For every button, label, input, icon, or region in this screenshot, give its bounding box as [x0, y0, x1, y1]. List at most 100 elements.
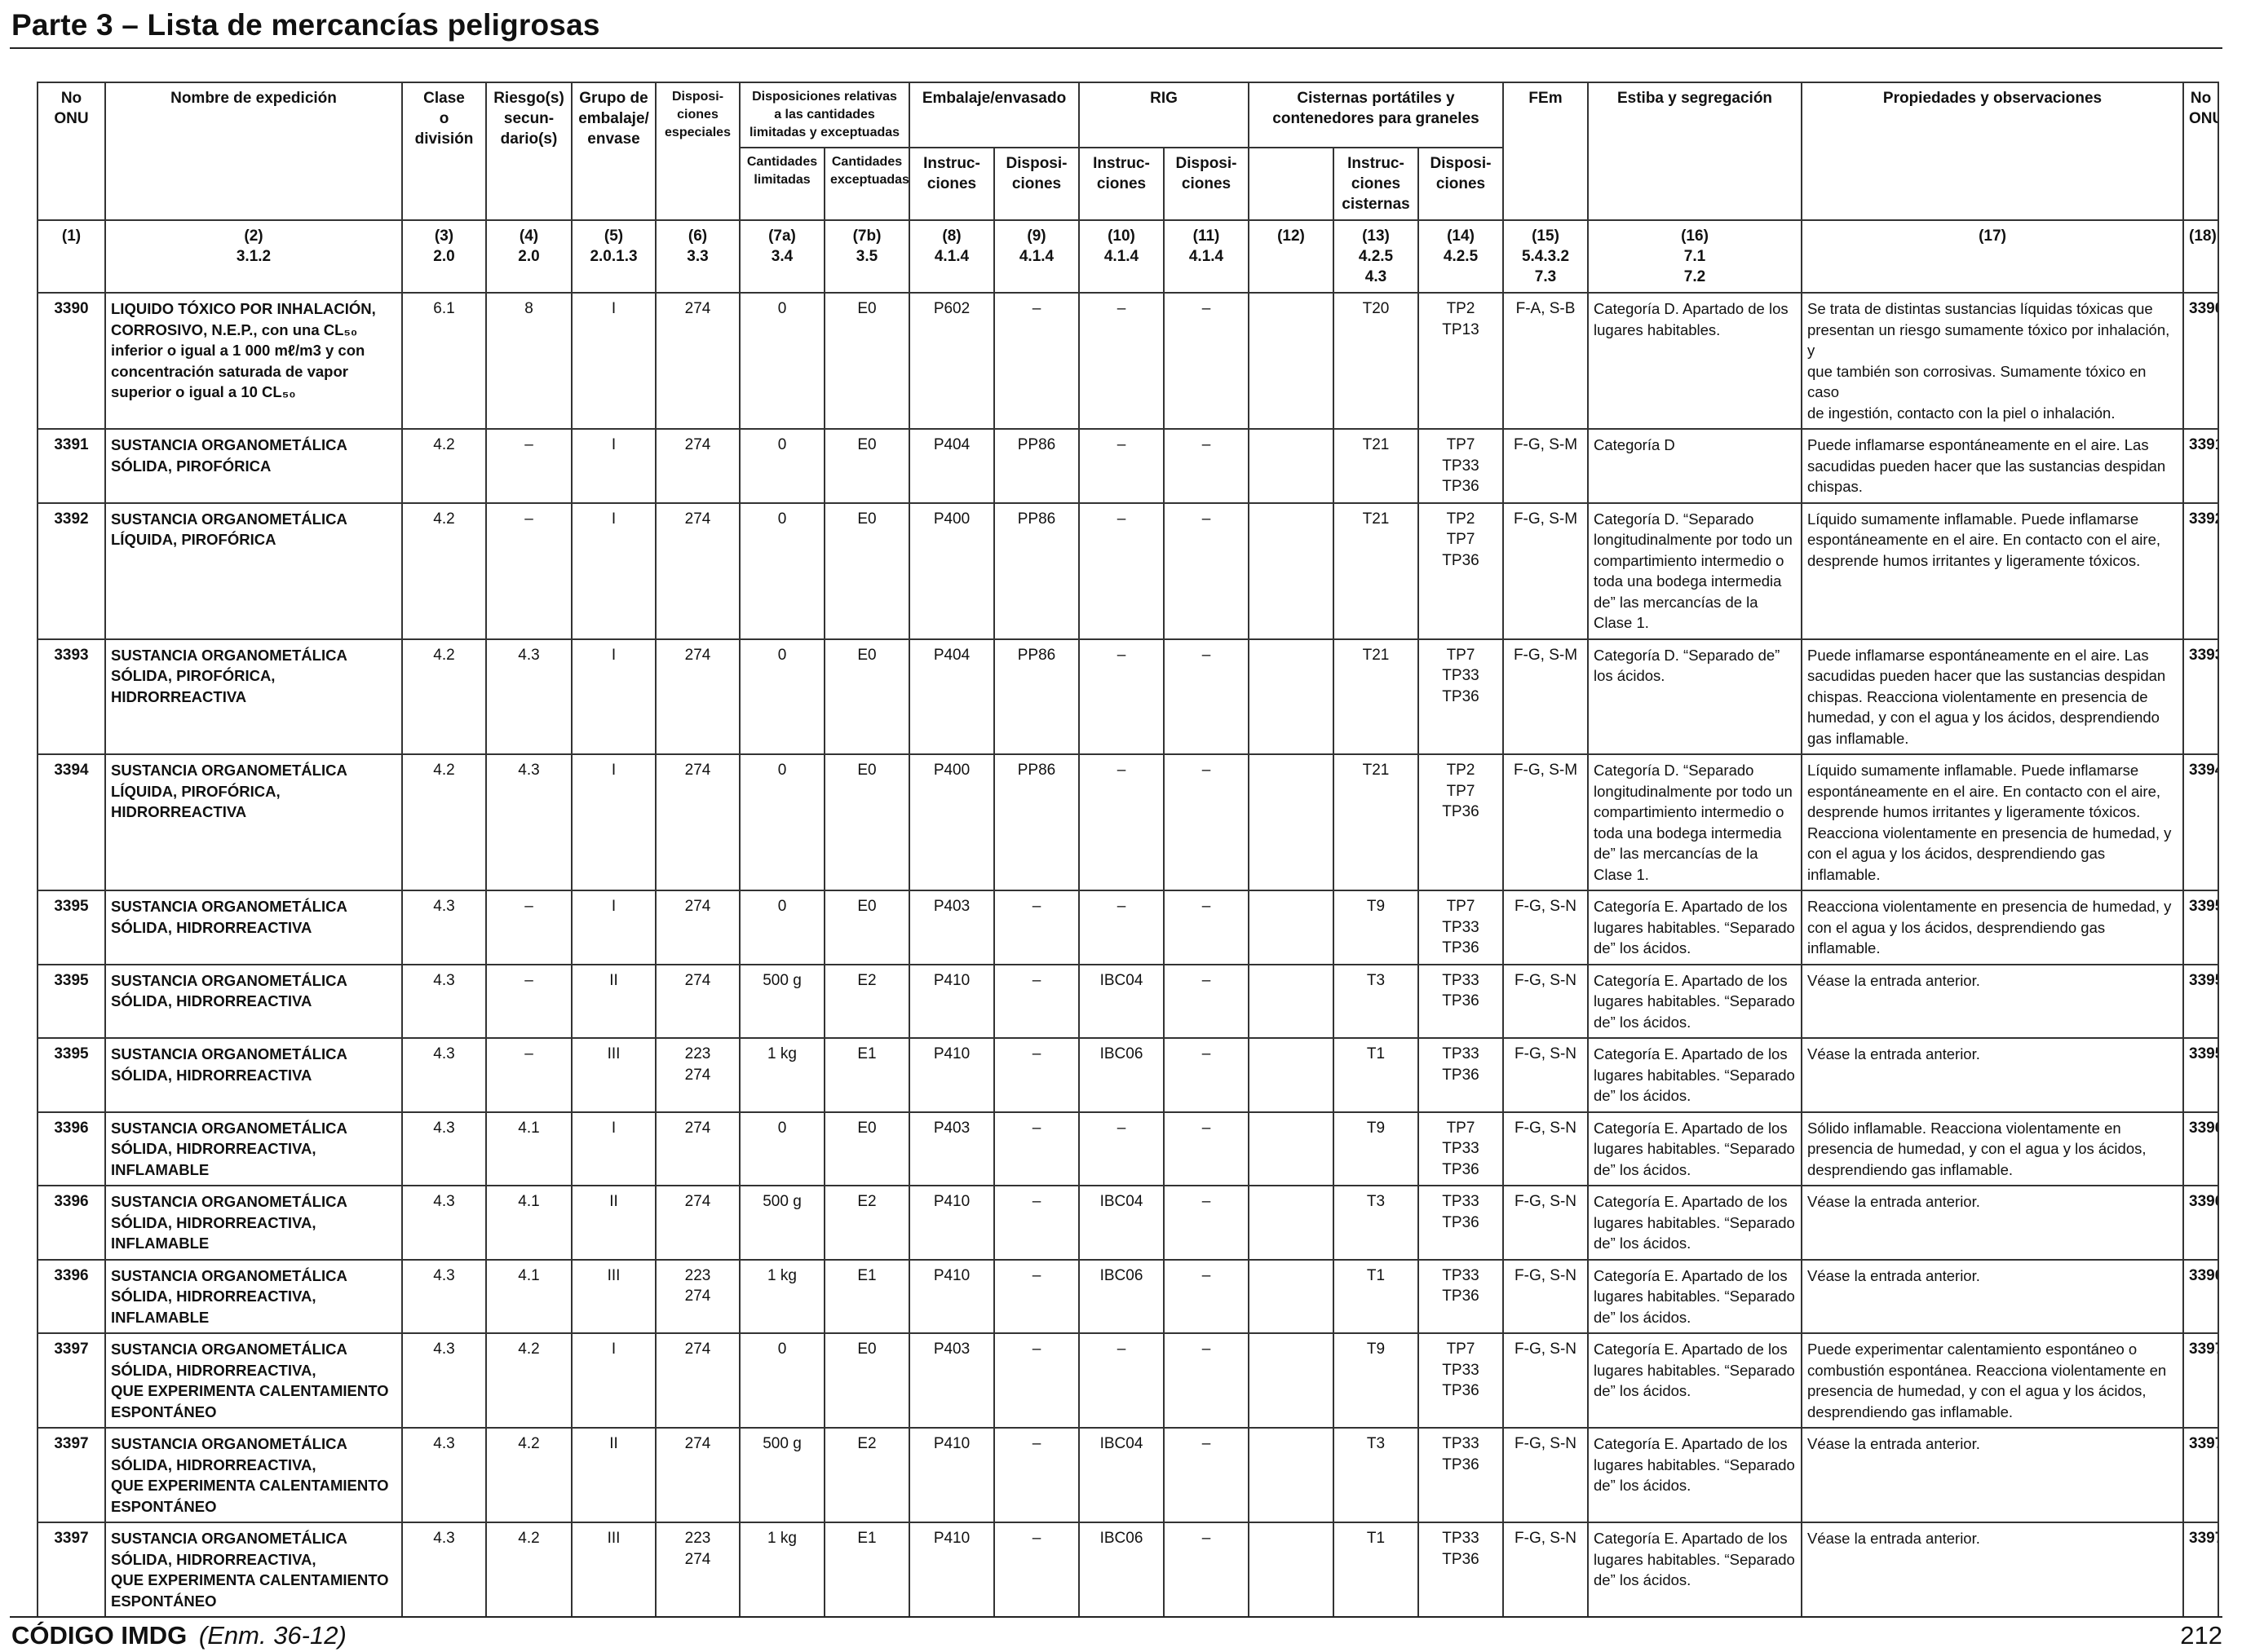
cell-properties: Véase la entrada anterior.: [1801, 1522, 2185, 1618]
cell-subsidiary-risk: 4.3: [485, 753, 573, 891]
cell-special-provisions: 274: [655, 1332, 741, 1429]
cell-limited-quantity: 0: [739, 638, 825, 755]
col-header-tank-instructions: Instruc- ciones cisternas: [1333, 147, 1419, 221]
cell-excepted-quantity: E0: [824, 501, 910, 640]
cell-tank-instruction: T21: [1333, 428, 1419, 504]
cell-special-provisions: 274: [655, 292, 741, 430]
cell-stowage: Categoría E. Apartado de los lugares hab…: [1587, 890, 1803, 965]
col-header-packing-provisions: Disposi- ciones: [993, 147, 1080, 221]
footer-publication: CÓDIGO IMDG (Enm. 36-12): [11, 1621, 347, 1650]
cell-properties: Puede experimentar calentamiento espontá…: [1801, 1332, 2185, 1429]
cell-ems: F-G, S-N: [1502, 1332, 1590, 1429]
cell-ibc-provision: –: [1163, 1111, 1249, 1186]
cell-class: 6.1: [401, 292, 487, 430]
col-number: (14) 4.2.5: [1417, 219, 1505, 294]
cell-stowage: Categoría D. “Separado longitudinalmente…: [1587, 501, 1803, 640]
cell-properties: Sólido inflamable. Reacciona violentamen…: [1801, 1111, 2185, 1186]
cell-packing-provision: PP86: [993, 753, 1080, 891]
cell-tank-provision: TP7 TP33 TP36: [1417, 638, 1505, 755]
table-row: 3397 SUSTANCIA ORGANOMETÁLICA SÓLIDA, HID…: [37, 1332, 2220, 1429]
cell-limited-quantity: 500 g: [739, 963, 825, 1039]
col-number: (9) 4.1.4: [993, 219, 1080, 294]
cell-un-number: 3392: [37, 501, 106, 640]
cell-un-number: 3397: [37, 1522, 106, 1618]
cell-packing-instruction: P410: [909, 963, 995, 1039]
cell-tank-instruction: T3: [1333, 1427, 1419, 1523]
cell-limited-quantity: 1 kg: [739, 1258, 825, 1334]
cell-ibc-instruction: IBC04: [1078, 1185, 1165, 1261]
cell-subsidiary-risk: 4.1: [485, 1111, 573, 1186]
cell-subsidiary-risk: 8: [485, 292, 573, 430]
cell-properties: Véase la entrada anterior.: [1801, 1258, 2185, 1334]
cell-stowage: Categoría D: [1587, 428, 1803, 504]
cell-tank-provision: TP33 TP36: [1417, 1427, 1505, 1523]
cell-col12: [1248, 1332, 1334, 1429]
cell-packing-provision: –: [993, 1258, 1080, 1334]
header-row-2: Cantidades limitadas Cantidades exceptua…: [38, 147, 2218, 221]
cell-packing-group: I: [571, 292, 657, 430]
col-number: (10) 4.1.4: [1078, 219, 1165, 294]
cell-subsidiary-risk: 4.2: [485, 1332, 573, 1429]
cell-tank-instruction: T9: [1333, 890, 1419, 965]
cell-ems: F-G, S-N: [1502, 1037, 1590, 1113]
cell-packing-provision: –: [993, 1111, 1080, 1186]
cell-ibc-instruction: –: [1078, 1332, 1165, 1429]
cell-subsidiary-risk: –: [485, 501, 573, 640]
cell-tank-provision: TP33 TP36: [1417, 1522, 1505, 1618]
col-header-ibc-provisions: Disposi- ciones: [1163, 147, 1249, 221]
footer-edition: (Enm. 36-12): [198, 1621, 347, 1650]
cell-special-provisions: 274: [655, 501, 741, 640]
cell-shipping-name: SUSTANCIA ORGANOMETÁLICA SÓLIDA, HIDRORR…: [104, 890, 403, 965]
cell-un-number-right: 3392: [2182, 501, 2220, 640]
cell-ems: F-G, S-M: [1502, 428, 1590, 504]
cell-excepted-quantity: E0: [824, 428, 910, 504]
cell-packing-group: I: [571, 753, 657, 891]
cell-class: 4.3: [401, 890, 487, 965]
cell-col12: [1248, 1111, 1334, 1186]
col-header-ibc: RIG: [1078, 82, 1249, 148]
table-row: 3396 SUSTANCIA ORGANOMETÁLICA SÓLIDA, HID…: [37, 1111, 2220, 1186]
cell-stowage: Categoría E. Apartado de los lugares hab…: [1587, 1111, 1803, 1186]
cell-col12: [1248, 753, 1334, 891]
cell-ibc-provision: –: [1163, 1185, 1249, 1261]
cell-ibc-provision: –: [1163, 428, 1249, 504]
cell-un-number-right: 3395: [2182, 963, 2220, 1039]
cell-packing-instruction: P403: [909, 890, 995, 965]
cell-ems: F-G, S-M: [1502, 501, 1590, 640]
cell-packing-instruction: P410: [909, 1427, 995, 1523]
col-header-ibc-instructions: Instruc- ciones: [1078, 147, 1165, 221]
cell-subsidiary-risk: 4.3: [485, 638, 573, 755]
col-header-shipping-name: Nombre de expedición: [104, 82, 403, 221]
cell-ibc-provision: –: [1163, 1037, 1249, 1113]
cell-tank-provision: TP7 TP33 TP36: [1417, 428, 1505, 504]
cell-ibc-instruction: –: [1078, 428, 1165, 504]
page-title: Parte 3 – Lista de mercancías peligrosas: [11, 8, 600, 42]
cell-tank-instruction: T21: [1333, 638, 1419, 755]
cell-packing-instruction: P400: [909, 501, 995, 640]
cell-packing-provision: –: [993, 1427, 1080, 1523]
col-header-subsidiary-risk: Riesgo(s) secun- dario(s): [485, 82, 573, 221]
cell-special-provisions: 274: [655, 428, 741, 504]
cell-tank-instruction: T21: [1333, 753, 1419, 891]
cell-ibc-provision: –: [1163, 292, 1249, 430]
col-header-packing-instructions: Instruc- ciones: [909, 147, 995, 221]
col-header-limited-quantities: Cantidades limitadas: [739, 147, 825, 221]
cell-ibc-provision: –: [1163, 1332, 1249, 1429]
cell-class: 4.2: [401, 638, 487, 755]
cell-class: 4.3: [401, 1258, 487, 1334]
cell-packing-group: II: [571, 963, 657, 1039]
cell-un-number-right: 3395: [2182, 890, 2220, 965]
col-number: (8) 4.1.4: [909, 219, 995, 294]
cell-limited-quantity: 0: [739, 292, 825, 430]
cell-shipping-name: SUSTANCIA ORGANOMETÁLICA SÓLIDA, PIROFÓR…: [104, 428, 403, 504]
cell-excepted-quantity: E0: [824, 638, 910, 755]
cell-packing-instruction: P400: [909, 753, 995, 891]
cell-special-provisions: 223 274: [655, 1258, 741, 1334]
cell-packing-provision: PP86: [993, 638, 1080, 755]
table-header: No ONU Nombre de expedición Clase o divi…: [37, 82, 2220, 294]
cell-packing-group: I: [571, 428, 657, 504]
cell-packing-instruction: P410: [909, 1258, 995, 1334]
col-number: (15) 5.4.3.2 7.3: [1502, 219, 1590, 294]
cell-col12: [1248, 501, 1334, 640]
cell-un-number-right: 3396: [2182, 1258, 2220, 1334]
